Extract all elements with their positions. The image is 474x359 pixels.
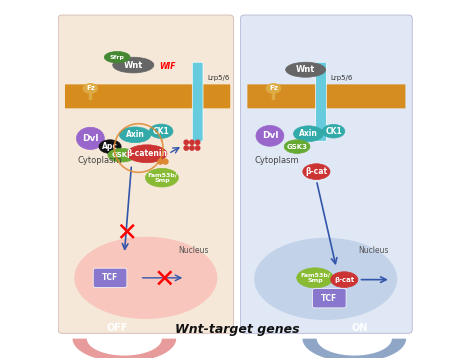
Text: TCF: TCF [102,273,118,282]
Text: Cytoplasm: Cytoplasm [78,157,122,165]
Text: OFF: OFF [107,323,128,333]
Text: WIF: WIF [159,62,175,71]
Ellipse shape [266,84,281,93]
FancyBboxPatch shape [58,15,233,333]
Ellipse shape [254,238,397,320]
FancyBboxPatch shape [192,62,203,141]
FancyBboxPatch shape [65,84,230,108]
Ellipse shape [284,140,310,153]
Ellipse shape [99,140,121,153]
Text: GSK3: GSK3 [111,152,132,158]
Circle shape [184,146,188,150]
Text: β-catenin: β-catenin [127,149,167,158]
Circle shape [190,146,194,150]
Text: Apc: Apc [102,142,118,151]
Circle shape [158,159,163,164]
Text: Fam53b/
Smp: Fam53b/ Smp [300,272,330,283]
Circle shape [184,140,188,144]
Ellipse shape [74,237,218,319]
Ellipse shape [256,126,284,146]
Ellipse shape [108,148,136,162]
Text: Lrp5/6: Lrp5/6 [207,75,229,81]
Ellipse shape [146,168,178,187]
FancyBboxPatch shape [247,84,405,108]
Text: Axin: Axin [126,130,145,139]
Text: Nucleus: Nucleus [359,246,389,255]
Text: CK1: CK1 [325,127,342,136]
Ellipse shape [149,124,173,138]
FancyBboxPatch shape [241,15,412,333]
Text: Fam53b/
Smp: Fam53b/ Smp [147,172,177,183]
Text: Dvl: Dvl [262,131,278,140]
Text: Cytoplasm: Cytoplasm [254,157,299,165]
Text: Wnt: Wnt [296,65,315,74]
Ellipse shape [119,127,151,143]
Circle shape [195,140,200,144]
Text: β-cat: β-cat [334,277,355,283]
Ellipse shape [293,126,324,141]
Ellipse shape [127,145,167,163]
Polygon shape [73,339,176,359]
Text: Dvl: Dvl [82,134,99,143]
Circle shape [163,159,168,164]
Text: β-cat: β-cat [305,167,328,176]
Text: Fz: Fz [269,85,278,92]
Ellipse shape [113,57,154,73]
Ellipse shape [104,51,130,63]
Text: Axin: Axin [299,129,318,138]
Ellipse shape [331,272,358,288]
Text: Lrp5/6: Lrp5/6 [330,75,353,81]
Circle shape [195,146,200,150]
FancyBboxPatch shape [93,268,127,288]
Text: Wnt: Wnt [124,61,143,70]
Text: CK1: CK1 [153,127,170,136]
Ellipse shape [322,125,345,138]
Ellipse shape [286,62,326,77]
Text: TCF: TCF [321,294,337,303]
FancyBboxPatch shape [316,62,327,141]
Ellipse shape [83,84,98,93]
Circle shape [190,140,194,144]
Text: GSK3: GSK3 [287,144,308,150]
Text: Wnt-target genes: Wnt-target genes [175,323,299,336]
Polygon shape [302,339,406,359]
Text: Nucleus: Nucleus [178,246,209,255]
Ellipse shape [303,164,330,180]
Ellipse shape [297,268,333,288]
Text: ON: ON [351,323,367,333]
Text: Fz: Fz [86,85,95,92]
Text: Sfrp: Sfrp [110,55,125,60]
FancyBboxPatch shape [312,289,346,308]
Ellipse shape [76,127,104,149]
